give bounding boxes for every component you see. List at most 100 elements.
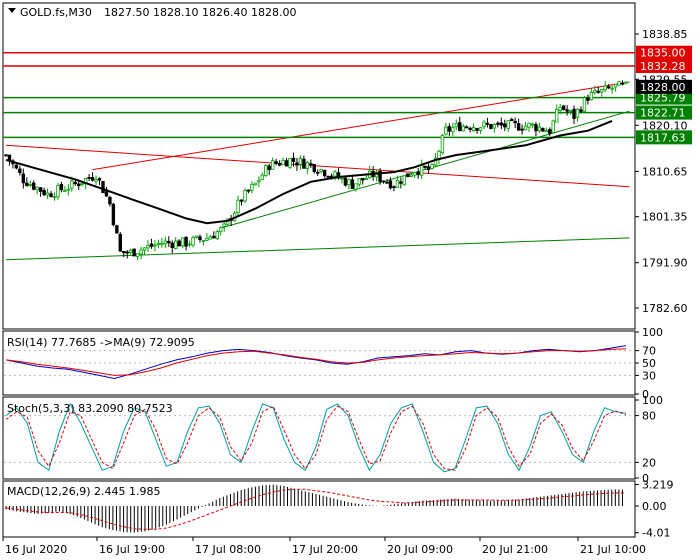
candle-body (271, 160, 275, 170)
candle-body (128, 249, 133, 253)
candle (451, 122, 455, 137)
candle (385, 179, 389, 184)
candle (572, 105, 576, 125)
candle-body (471, 127, 476, 132)
candle-body (222, 223, 226, 227)
candle-body (4, 154, 8, 157)
candle (115, 224, 119, 234)
y-tick-label: 1791.90 (642, 257, 688, 270)
candle-body (437, 150, 441, 160)
candle (253, 182, 258, 186)
candle (555, 104, 559, 123)
candle (416, 167, 420, 179)
candle (413, 171, 417, 178)
candle (87, 173, 91, 181)
candle (402, 174, 407, 186)
candle (302, 155, 306, 169)
candle-body (482, 121, 486, 127)
candle (593, 85, 597, 95)
candle-body (399, 181, 403, 184)
candle (291, 152, 296, 167)
candle-body (503, 123, 507, 128)
candle-body (302, 158, 306, 169)
candle-body (440, 135, 445, 154)
candle (191, 235, 195, 248)
candle (606, 84, 611, 89)
candle-body (257, 180, 261, 183)
candle (357, 178, 361, 188)
candle (239, 199, 244, 206)
candle-body (236, 199, 240, 214)
candle-body (146, 244, 150, 249)
candle (312, 163, 316, 174)
candle (333, 169, 337, 181)
candle (395, 175, 400, 188)
macd-layer: 3.219 0.00 -4.01 (5, 479, 674, 540)
candle (132, 248, 136, 257)
candle (271, 157, 275, 170)
candle-body (444, 126, 448, 135)
candle-body (617, 81, 621, 86)
candle (187, 240, 192, 248)
candle (215, 229, 219, 240)
candle (620, 80, 625, 86)
y-tick-label: 80 (642, 410, 656, 423)
ohlc-values: 1827.50 1828.10 1826.40 1828.00 (104, 6, 296, 19)
candle (589, 88, 594, 101)
candle (267, 163, 271, 176)
candle-body (281, 160, 285, 166)
candle-body (516, 123, 521, 131)
candle (489, 124, 493, 130)
level-tag (636, 130, 692, 145)
candle-body (56, 185, 60, 198)
candle-body (184, 236, 188, 247)
candle (558, 103, 562, 115)
candle-body (336, 172, 341, 179)
candle-body (589, 92, 594, 101)
candle-body (523, 125, 528, 131)
macd-title: MACD(12,26,9) 2.445 1.985 (7, 485, 161, 498)
candle (21, 168, 26, 189)
candle-body (115, 225, 119, 234)
candle-body (32, 182, 36, 190)
candle (128, 248, 133, 255)
candle-body (513, 120, 517, 124)
candle (94, 175, 98, 186)
candle-body (426, 166, 431, 170)
candle-body (381, 180, 386, 183)
candle-body (264, 165, 268, 176)
candle-body (170, 242, 174, 248)
candle (111, 202, 116, 227)
candle-body (388, 180, 393, 189)
candle-body (277, 163, 282, 166)
candle-body (177, 240, 181, 247)
candle-body (568, 110, 573, 112)
candle (503, 119, 507, 132)
macd-pane[interactable] (2, 480, 636, 538)
chevron-down-icon[interactable] (8, 8, 16, 13)
current-price-tag (636, 79, 692, 94)
candle-body (423, 165, 427, 168)
level-tag-label: 1832.28 (640, 60, 686, 73)
candle-body (142, 247, 147, 251)
candle-body (118, 233, 123, 252)
candle-body (94, 179, 98, 182)
candle-body (392, 186, 396, 189)
candle-body (239, 199, 244, 202)
candle (18, 165, 22, 176)
candle-body (541, 127, 545, 132)
stoch-pane[interactable] (2, 396, 636, 480)
candle-body (122, 251, 126, 254)
candle (264, 164, 268, 177)
candle-body (606, 86, 611, 89)
series-line-1 (5, 348, 627, 376)
candle-body (59, 184, 64, 191)
candle-body (364, 178, 368, 180)
candle (222, 221, 226, 232)
candle (485, 117, 490, 128)
candle-body (208, 236, 213, 240)
candle (343, 175, 348, 187)
macd-signal-line (5, 488, 627, 530)
